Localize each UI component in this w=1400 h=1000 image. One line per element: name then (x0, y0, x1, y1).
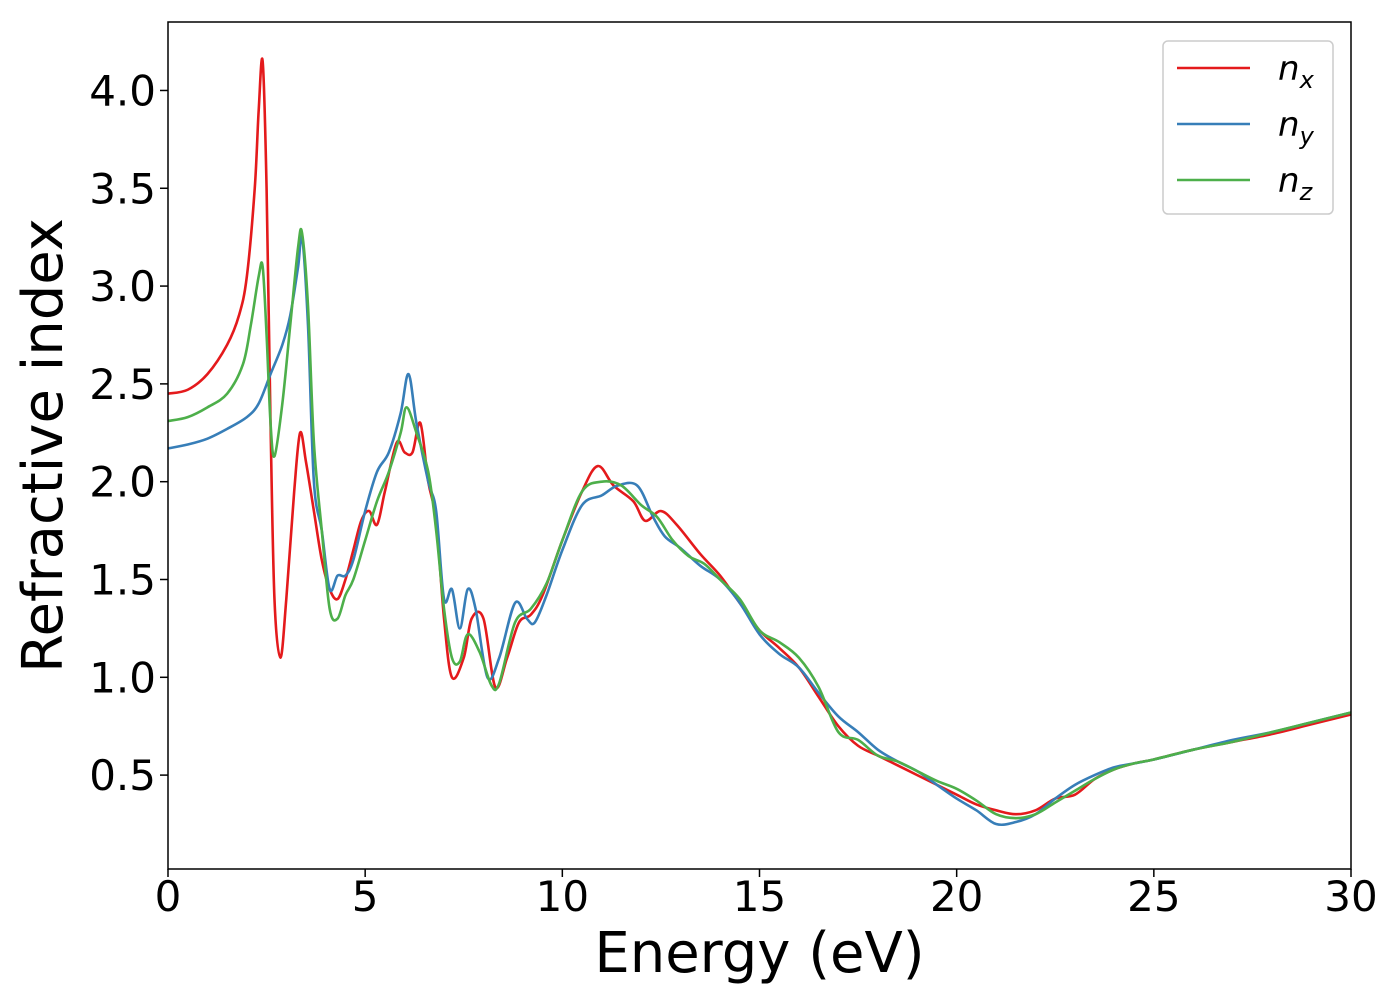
y-tick-label: 0.5 (89, 751, 156, 800)
x-axis-label: Energy (eV) (594, 921, 924, 986)
legend-box (1162, 40, 1334, 215)
legend-subscript: z (1299, 178, 1314, 206)
x-tick-label: 30 (1324, 872, 1377, 921)
y-tick-label: 1.0 (89, 653, 156, 702)
y-axis: 0.5 1.0 1.5 2.0 2.5 3.0 3.5 4.0 (89, 66, 168, 800)
x-tick-label: 10 (536, 872, 589, 921)
y-tick-label: 1.5 (89, 555, 156, 604)
x-tick-label: 5 (352, 872, 379, 921)
x-tick-label: 15 (733, 872, 786, 921)
series-line-n-y (167, 233, 1352, 827)
x-tick-label: 20 (930, 872, 983, 921)
plot-lines (167, 57, 1352, 827)
x-axis: 0 5 10 15 20 25 30 (155, 869, 1378, 921)
y-tick-label: 3.0 (89, 262, 156, 311)
x-tick-label: 0 (155, 872, 182, 921)
x-tick-label: 25 (1127, 872, 1180, 921)
legend-subscript: x (1299, 66, 1315, 94)
legend-subscript: y (1299, 122, 1315, 150)
y-tick-label: 2.5 (89, 360, 156, 409)
y-axis-label: Refractive index (11, 218, 76, 673)
series-line-n-z (167, 227, 1352, 820)
y-tick-label: 4.0 (89, 66, 156, 115)
y-tick-label: 2.0 (89, 458, 156, 507)
y-tick-label: 3.5 (89, 164, 156, 213)
